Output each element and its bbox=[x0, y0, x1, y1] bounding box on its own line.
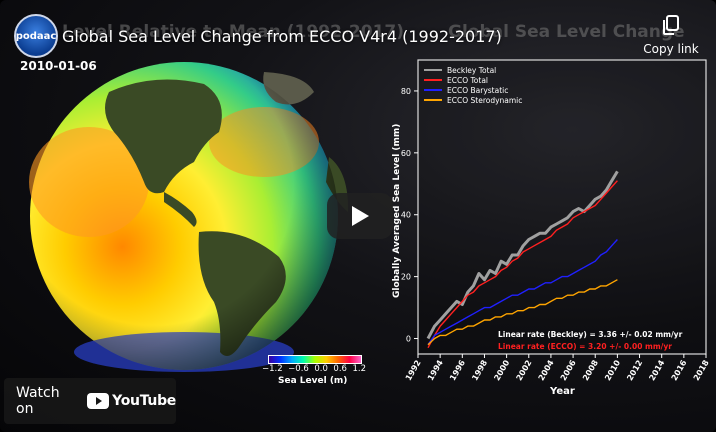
y-tick-label: 20 bbox=[401, 273, 411, 282]
y-tick-label: 80 bbox=[401, 87, 411, 96]
x-tick-label: 1992 bbox=[404, 359, 423, 383]
youtube-logo: YouTube bbox=[87, 393, 176, 409]
podaac-logo[interactable]: podaac bbox=[14, 14, 58, 58]
series-line-ecco-sterodynamic bbox=[427, 279, 618, 346]
frame-right-title: Global Sea Level Change bbox=[448, 22, 685, 42]
play-button[interactable] bbox=[327, 193, 393, 239]
y-tick-label: 60 bbox=[401, 149, 411, 158]
watch-on-youtube-button[interactable]: Watch on YouTube bbox=[4, 378, 176, 424]
x-tick-label: 2006 bbox=[559, 358, 578, 382]
copy-link-button[interactable]: Copy link bbox=[636, 14, 706, 56]
frame-left-title: Level Relative to Mean (1992-2017) bbox=[62, 22, 405, 42]
legend-entry: ECCO Sterodynamic bbox=[447, 96, 522, 105]
colorbar bbox=[268, 355, 362, 364]
x-tick-label: 2014 bbox=[647, 358, 666, 382]
y-tick-label: 0 bbox=[406, 335, 411, 344]
legend-entry: ECCO Barystatic bbox=[447, 86, 508, 95]
x-tick-label: 1994 bbox=[426, 358, 445, 382]
copy-icon bbox=[663, 15, 679, 35]
colorbar-tick: 1.2 bbox=[352, 364, 366, 374]
video-title[interactable]: Global Sea Level Change from ECCO V4r4 (… bbox=[62, 27, 502, 46]
watch-on-label: Watch on bbox=[16, 385, 60, 417]
x-tick-label: 2000 bbox=[492, 358, 511, 382]
y-axis-label: Globally Averaged Sea Level (mm) bbox=[392, 124, 402, 298]
legend-entry: Beckley Total bbox=[447, 66, 496, 75]
x-tick-label: 2012 bbox=[625, 359, 644, 383]
x-tick-label: 1998 bbox=[470, 358, 489, 382]
frame-date: 2010-01-06 bbox=[20, 59, 97, 73]
x-tick-label: 2008 bbox=[581, 358, 600, 382]
play-icon bbox=[352, 206, 369, 226]
series-line-ecco-barystatic bbox=[427, 239, 618, 346]
x-tick-label: 2002 bbox=[515, 359, 534, 383]
x-tick-label: 2018 bbox=[692, 358, 711, 382]
youtube-wordmark: YouTube bbox=[112, 393, 176, 409]
plot-frame bbox=[417, 59, 707, 355]
x-tick-label: 2010 bbox=[603, 358, 622, 382]
x-tick-label: 1996 bbox=[448, 358, 467, 382]
youtube-icon bbox=[87, 393, 110, 409]
x-tick-label: 2004 bbox=[537, 358, 556, 382]
y-tick-label: 40 bbox=[401, 211, 411, 220]
x-tick-label: 2016 bbox=[670, 358, 689, 382]
colorbar-tick: 0.0 bbox=[314, 364, 328, 374]
rate-annotation-ecco: Linear rate (ECCO) = 3.20 +/- 0.00 mm/yr bbox=[498, 342, 672, 351]
globe-map bbox=[29, 62, 349, 372]
colorbar-tick: −1.2 bbox=[262, 364, 283, 374]
colorbar-ticks: −1.2 −0.6 0.0 0.6 1.2 bbox=[262, 364, 366, 374]
series-line-ecco-total bbox=[427, 180, 618, 349]
colorbar-tick: 0.6 bbox=[333, 364, 347, 374]
rate-annotation-beckley: Linear rate (Beckley) = 3.36 +/- 0.02 mm… bbox=[498, 330, 683, 339]
legend-entry: ECCO Total bbox=[447, 76, 488, 85]
x-axis-label: Year bbox=[549, 386, 575, 397]
colorbar-tick: −0.6 bbox=[288, 364, 309, 374]
colorbar-label: Sea Level (m) bbox=[278, 376, 348, 386]
copy-link-label: Copy link bbox=[643, 42, 699, 56]
